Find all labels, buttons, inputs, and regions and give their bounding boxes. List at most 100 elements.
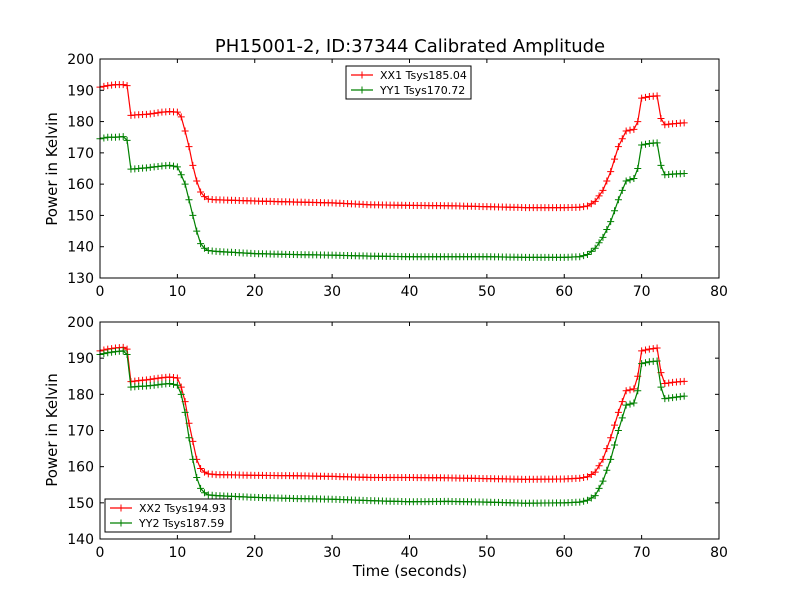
series-1-marker [638, 94, 646, 102]
series-1-marker [100, 82, 108, 90]
series-1-marker [595, 192, 603, 200]
series-1-marker [119, 81, 127, 89]
series-2-marker [614, 427, 622, 434]
y-tick-label: 140 [67, 532, 94, 548]
series-1-marker [587, 200, 595, 208]
series-1-marker [661, 379, 669, 387]
series-1-marker [607, 168, 615, 176]
series-1-marker [641, 93, 649, 101]
series-1-marker [583, 202, 591, 210]
series-2-marker [173, 381, 181, 389]
series-1-marker [150, 375, 158, 383]
series-2-marker [108, 348, 116, 356]
series-2-marker [595, 484, 603, 492]
x-tick-label: 80 [710, 545, 728, 561]
series-1-marker [603, 445, 611, 453]
series-2-marker [641, 359, 649, 367]
series-2-marker [173, 163, 181, 171]
series-1-marker [123, 82, 131, 90]
series-1-marker [645, 345, 653, 353]
bottom-chart: Power in Kelvin Time (seconds) 0 10 20 30 40… [43, 315, 728, 580]
series-2-marker [154, 381, 162, 389]
legend-box [104, 498, 232, 533]
x-tick-label: 60 [555, 284, 573, 300]
y-tick-label: 190 [67, 83, 94, 99]
y-tick-label: 200 [67, 315, 94, 331]
top-chart-ylabel: Power in Kelvin [43, 112, 61, 226]
x-tick-label: 70 [633, 284, 651, 300]
series-1-marker [618, 135, 626, 143]
series-2-marker [653, 357, 661, 365]
top-chart-title: PH15001-2, ID:37344 Calibrated Amplitude [215, 36, 605, 57]
series-2-marker [177, 390, 185, 398]
series-1-marker [197, 464, 205, 472]
series-1-marker [611, 421, 619, 429]
series-1-marker [665, 379, 673, 387]
series-1-marker [587, 470, 595, 478]
series-2-marker [100, 350, 108, 358]
series-1-marker [614, 143, 622, 151]
x-tick-label: 60 [555, 545, 573, 561]
y-tick-label: 190 [67, 351, 94, 367]
legend-label-2: YY1 Tsys170.72 [379, 84, 465, 97]
y-tick-label: 150 [67, 496, 94, 512]
series-2-marker [634, 165, 642, 172]
series-1-marker [603, 177, 611, 185]
x-tick-label: 10 [168, 545, 186, 561]
series-2-marker [638, 360, 646, 368]
series-2-marker [200, 489, 208, 497]
series-2-marker [185, 196, 193, 204]
series-2-marker [634, 387, 642, 395]
x-tick-label: 80 [710, 284, 728, 300]
series-2-marker [583, 496, 591, 504]
series-2-marker [166, 161, 174, 169]
series-1-marker [641, 346, 649, 354]
series-2-marker [576, 498, 584, 506]
series-2-marker [170, 162, 178, 170]
series-2-marker [630, 175, 638, 183]
y-tick-label: 140 [67, 240, 94, 256]
series-1-marker [166, 373, 174, 381]
series-2-marker [614, 196, 622, 204]
y-tick-label: 130 [67, 271, 94, 287]
x-tick-label: 30 [323, 284, 341, 300]
series-2-marker [197, 484, 205, 492]
series-1-marker [576, 203, 584, 211]
series-2-marker [611, 207, 619, 215]
series-2-marker [661, 395, 669, 403]
series-2-marker [197, 240, 205, 248]
bottom-chart-frame [99, 321, 720, 540]
series-2-marker [587, 247, 595, 255]
series-2-marker [607, 455, 615, 463]
bottom-chart-ticks: 0 10 20 30 40 50 60 70 80 140 150 160 170 180 190 200 [67, 315, 728, 561]
series-2-marker [123, 351, 131, 359]
series-1-marker [146, 375, 154, 383]
series-1-marker [618, 398, 626, 406]
series-2-marker [657, 161, 665, 169]
series-1-marker [185, 143, 193, 151]
legend-marker-2 [117, 519, 125, 527]
series-2-marker [595, 239, 603, 247]
series-2-marker [170, 380, 178, 388]
series-1-marker [630, 125, 638, 133]
series-2-marker [583, 251, 591, 259]
series-2-marker [193, 474, 201, 482]
y-tick-label: 180 [67, 115, 94, 131]
series-2-marker [580, 252, 588, 260]
series-1-marker [611, 155, 619, 163]
x-tick-label: 20 [246, 545, 264, 561]
series-1-marker [591, 197, 599, 205]
series-2-marker [599, 477, 607, 485]
series-1-marker [154, 374, 162, 382]
series-1-marker [626, 386, 634, 394]
series-1-marker [591, 468, 599, 476]
series-2-marker [680, 170, 688, 178]
series-1-marker [583, 473, 591, 481]
series-1-marker [200, 468, 208, 476]
legend-box [345, 65, 472, 100]
series-2-marker [587, 494, 595, 502]
series-1-marker [653, 344, 661, 352]
series-2-marker [607, 218, 615, 226]
series-2-marker [591, 492, 599, 500]
series-2-marker [166, 379, 174, 387]
